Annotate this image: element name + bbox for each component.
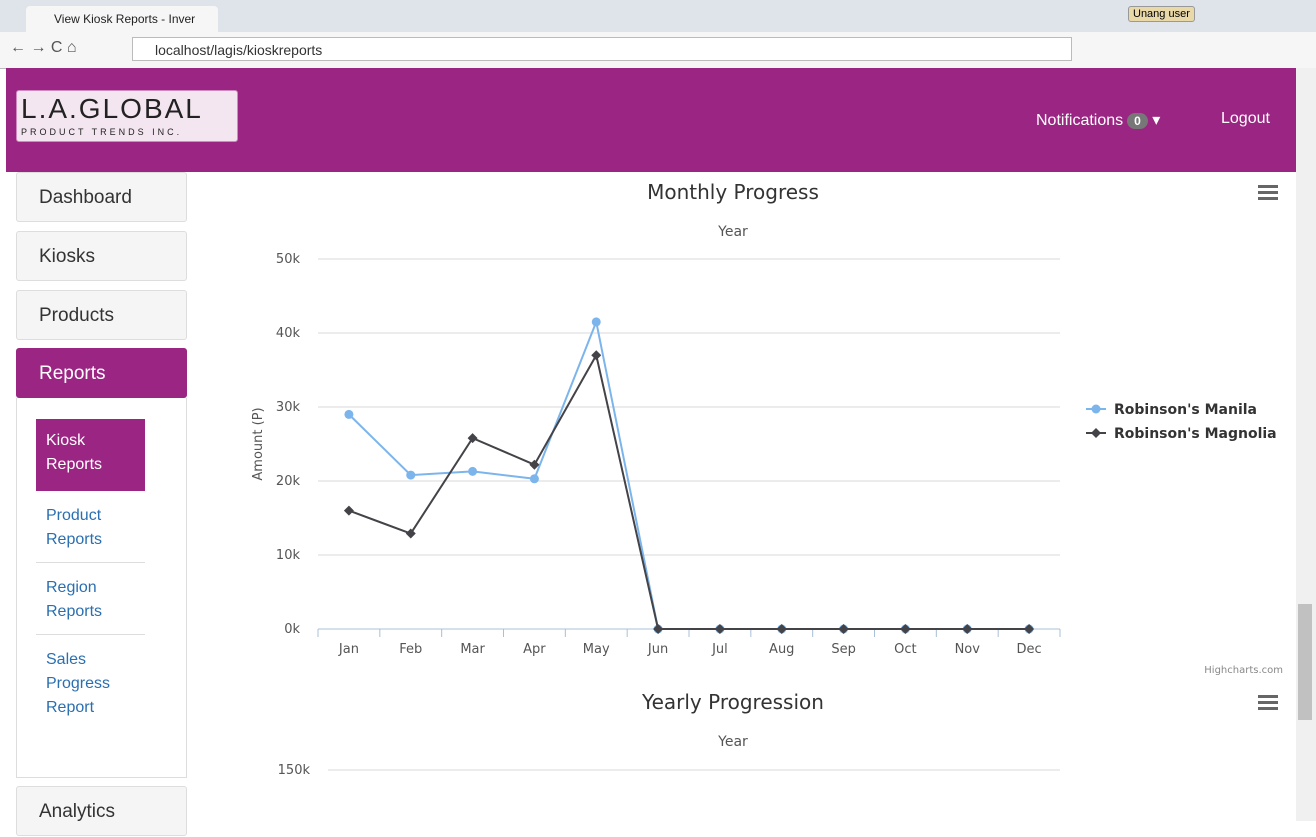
menu-icon — [1258, 695, 1278, 698]
tab-bar: View Kiosk Reports - Inver Unang user — [0, 0, 1316, 32]
x-tick-label: Jan — [338, 642, 359, 657]
x-tick-label: Dec — [1017, 642, 1042, 657]
y-tick-label: 40k — [276, 326, 301, 341]
marker — [591, 317, 601, 327]
chart-subtitle: Year — [717, 734, 748, 750]
marker — [1091, 428, 1101, 438]
x-tick-label: May — [583, 642, 610, 657]
notification-badge: 0 — [1127, 113, 1148, 129]
marker — [1024, 624, 1035, 634]
logo-sub: PRODUCT TRENDS INC. — [21, 127, 183, 137]
y-tick-label: 30k — [276, 400, 301, 415]
nav-item[interactable]: Products — [16, 290, 187, 340]
x-tick-label: Oct — [894, 642, 916, 657]
menu-icon — [1258, 707, 1278, 710]
marker — [776, 624, 787, 634]
sub-item[interactable]: Sales Progress Report — [46, 651, 111, 716]
marker — [1091, 404, 1101, 414]
sub-panel — [16, 398, 187, 778]
legend-label: Robinson's Magnolia — [1114, 426, 1277, 442]
marker — [900, 624, 911, 634]
marker — [467, 433, 478, 444]
notifications[interactable]: Notifications 0 ▾ — [1036, 112, 1161, 129]
nav-item[interactable]: Reports — [16, 348, 187, 398]
marker — [344, 409, 354, 419]
marker — [406, 470, 416, 480]
logout[interactable]: Logout — [1221, 110, 1270, 127]
chart-title: Yearly Progression — [641, 690, 824, 714]
marker — [653, 624, 664, 634]
chart-subtitle: Year — [717, 224, 748, 240]
y-tick-label: 0k — [284, 622, 300, 637]
series-line — [348, 318, 1030, 630]
charts: Monthly Progress Year 0k 10k 20k 30k 40k 50k Amo… — [251, 180, 1283, 778]
marker — [468, 466, 478, 476]
nav-buttons[interactable]: ← → C ⌂ — [10, 39, 77, 56]
marker — [529, 474, 539, 484]
x-tick-label: Aug — [769, 642, 794, 657]
url-field[interactable]: localhost/lagis/kioskreports — [132, 37, 1072, 61]
menu-icon — [1258, 701, 1278, 704]
marker — [714, 624, 725, 634]
series-line — [348, 352, 1030, 630]
logo-main: L.A.GLOBAL — [21, 93, 203, 124]
marker — [591, 350, 602, 361]
sidebar: Dashboard Kiosks Products Reports Kiosk … — [16, 172, 187, 836]
menu-icon — [1258, 185, 1278, 188]
nav-item[interactable]: Dashboard — [16, 172, 187, 222]
sub-item[interactable]: Kiosk Reports — [36, 419, 145, 491]
profile-user[interactable]: Unang user — [1128, 6, 1195, 22]
chart-title: Monthly Progress — [647, 180, 819, 204]
y-tick-label: 150k — [278, 763, 311, 778]
y-tick-label: 20k — [276, 474, 301, 489]
x-tick-label: Jul — [711, 642, 728, 657]
marker — [962, 624, 973, 634]
x-tick-label: Mar — [460, 642, 485, 657]
x-tick-label: Feb — [399, 642, 422, 657]
y-tick-label: 10k — [276, 548, 301, 563]
address-bar: ← → C ⌂ localhost/lagis/kioskreports — [0, 32, 1316, 69]
marker — [405, 528, 416, 539]
marker — [838, 624, 849, 634]
x-tick-label: Nov — [955, 642, 981, 657]
tab[interactable]: View Kiosk Reports - Inver — [26, 6, 218, 32]
credits: Highcharts.com — [1204, 665, 1283, 676]
logo[interactable]: L.A.GLOBAL PRODUCT TRENDS INC. — [16, 90, 238, 142]
menu-icon — [1258, 191, 1278, 194]
marker — [343, 505, 354, 516]
x-tick-label: Sep — [831, 642, 856, 657]
marker — [529, 459, 540, 470]
notifications-label: Notifications — [1036, 112, 1124, 129]
scroll-thumb[interactable] — [1298, 604, 1312, 720]
sub-item[interactable]: Region Reports — [36, 566, 145, 635]
x-tick-label: Apr — [523, 642, 546, 657]
x-tick-label: Jun — [647, 642, 668, 657]
header: L.A.GLOBAL PRODUCT TRENDS INC. Notificati… — [6, 68, 1296, 172]
legend-label: Robinson's Manila — [1114, 402, 1257, 418]
nav-item[interactable]: Kiosks — [16, 231, 187, 281]
y-axis-label: Amount (P) — [251, 407, 266, 480]
nav-item[interactable]: Analytics — [16, 786, 187, 836]
menu-icon — [1258, 197, 1278, 200]
y-tick-label: 50k — [276, 252, 301, 267]
legend-item[interactable]: Robinson's Manila — [1086, 402, 1257, 418]
legend-item[interactable]: Robinson's Magnolia — [1086, 426, 1277, 442]
sub-item[interactable]: Product Reports — [36, 494, 145, 563]
